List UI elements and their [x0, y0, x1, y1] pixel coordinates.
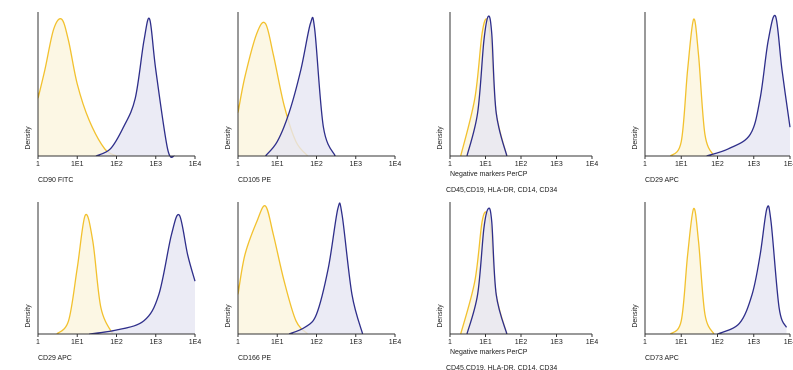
- x-tick-label: 1E3: [550, 161, 563, 168]
- histogram-area: [38, 18, 117, 156]
- x-tick-label: 1E3: [150, 339, 163, 346]
- x-tick-label: 1E3: [150, 161, 163, 168]
- histogram-area: [238, 205, 308, 334]
- x-tick-label: 1: [36, 161, 40, 168]
- x-tick-label: 1E2: [711, 339, 724, 346]
- y-axis-label: Density: [632, 304, 639, 328]
- x-axis-label: CD29 APC: [645, 177, 679, 184]
- x-tick-label: 1E4: [189, 161, 202, 168]
- y-axis-label: Density: [437, 126, 444, 150]
- x-axis-label: CD90 FITC: [38, 177, 73, 184]
- x-tick-label: 1E1: [71, 161, 84, 168]
- x-tick-label: 1E4: [784, 161, 793, 168]
- histogram-area: [717, 205, 787, 334]
- x-tick-label: 1E4: [189, 339, 202, 346]
- histogram-line: [669, 207, 715, 335]
- y-axis-label: Density: [225, 126, 232, 150]
- x-tick-label: 1: [448, 339, 452, 346]
- x-tick-label: 1E4: [389, 339, 402, 346]
- histogram-area: [238, 22, 308, 156]
- x-tick-label: 1E2: [515, 339, 528, 346]
- histogram-line: [717, 205, 788, 335]
- x-tick-label: 1E2: [515, 161, 528, 168]
- histogram-area: [670, 18, 714, 156]
- histogram-area: [95, 18, 175, 158]
- x-tick-label: 1E3: [748, 339, 761, 346]
- histogram-line: [88, 213, 196, 335]
- x-tick-label: 1: [643, 339, 647, 346]
- x-tick-label: 1E1: [675, 339, 688, 346]
- y-axis-label: Density: [225, 304, 232, 328]
- x-tick-label: 1E4: [586, 161, 599, 168]
- histogram-line: [466, 207, 508, 335]
- y-axis-label: Density: [25, 304, 32, 328]
- x-tick-label: 1E3: [350, 339, 363, 346]
- histogram-area: [265, 17, 336, 157]
- x-tick-label: 1E3: [748, 161, 761, 168]
- x-tick-label: 1: [448, 161, 452, 168]
- x-axis-caption: CD45,CD19, HLA-DR, CD14, CD34: [446, 187, 557, 194]
- y-axis-label: Density: [25, 126, 32, 150]
- y-axis-label: Density: [632, 126, 639, 150]
- x-axis-label: Negative markers PerCP: [450, 171, 528, 178]
- x-tick-label: 1E2: [110, 339, 123, 346]
- x-tick-label: 1E1: [675, 161, 688, 168]
- x-axis-label: CD105 PE: [238, 177, 271, 184]
- histogram-line: [706, 14, 791, 157]
- histogram-area: [706, 15, 790, 156]
- histogram-area: [670, 208, 714, 334]
- x-tick-label: 1E2: [110, 161, 123, 168]
- x-tick-label: 1E3: [350, 161, 363, 168]
- histogram-line: [264, 16, 336, 157]
- y-axis-label: Density: [437, 304, 444, 328]
- histogram-line: [288, 202, 364, 335]
- x-tick-label: 1E1: [271, 161, 284, 168]
- x-tick-label: 1: [36, 339, 40, 346]
- x-tick-label: 1: [236, 339, 240, 346]
- x-axis-label: CD73 APC: [645, 355, 679, 362]
- x-tick-label: 1E1: [271, 339, 284, 346]
- x-tick-label: 1: [643, 161, 647, 168]
- histogram-area: [466, 208, 507, 334]
- histogram-line: [95, 17, 176, 158]
- histogram-area: [89, 214, 195, 334]
- x-tick-label: 1E1: [71, 339, 84, 346]
- histogram-line: [466, 15, 508, 157]
- histogram-line: [669, 18, 715, 157]
- x-axis-label: CD29 APC: [38, 355, 72, 362]
- x-tick-label: 1E3: [550, 339, 563, 346]
- x-tick-label: 1E1: [479, 161, 492, 168]
- x-tick-label: 1: [236, 161, 240, 168]
- histogram-area: [56, 214, 113, 334]
- x-axis-label: CD166 PE: [238, 355, 271, 362]
- histogram-area: [289, 202, 363, 334]
- x-tick-label: 1E4: [389, 161, 402, 168]
- histogram-line: [37, 18, 117, 157]
- x-tick-label: 1E2: [310, 339, 323, 346]
- histogram-line: [237, 205, 309, 335]
- x-tick-label: 1E4: [784, 339, 793, 346]
- x-tick-label: 1E4: [586, 339, 599, 346]
- x-tick-label: 1E1: [479, 339, 492, 346]
- histogram-line: [56, 213, 114, 335]
- x-tick-label: 1E2: [310, 161, 323, 168]
- x-tick-label: 1E2: [711, 161, 724, 168]
- x-axis-caption: CD45,CD19, HLA-DR, CD14, CD34: [446, 365, 557, 370]
- x-axis-label: Negative markers PerCP: [450, 349, 528, 356]
